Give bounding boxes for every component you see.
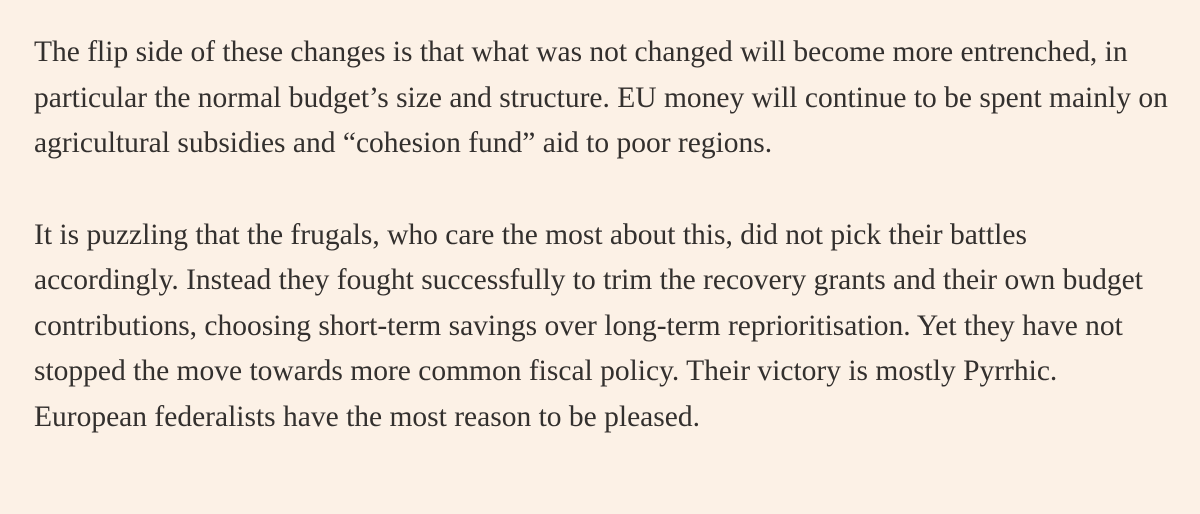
article-paragraph-2: It is puzzling that the frugals, who car… [34, 218, 1143, 433]
article-body: The flip side of these changes is that w… [34, 30, 1174, 440]
article-paragraph-1: The flip side of these changes is that w… [34, 36, 1168, 159]
